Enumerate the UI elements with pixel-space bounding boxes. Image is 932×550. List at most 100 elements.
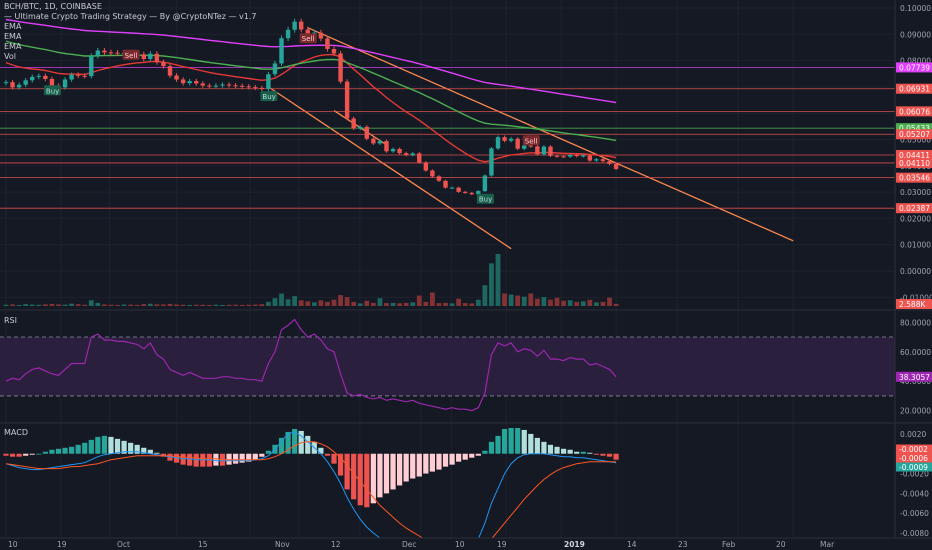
volume-bar-63 <box>416 295 422 306</box>
volume-bar-3 <box>23 304 29 306</box>
macd-bar-3 <box>23 453 29 456</box>
volume-bar-67 <box>443 302 448 306</box>
volume-bar-57 <box>377 298 383 306</box>
volume-bar-37 <box>246 304 252 306</box>
price-level-box-4 <box>896 129 932 140</box>
macd-bar-67 <box>442 453 449 467</box>
signal-label: Buy <box>46 87 59 95</box>
volume-bar-19 <box>128 304 134 306</box>
macd-bar-16 <box>108 436 114 454</box>
volume-bar-13 <box>88 300 94 306</box>
volume-bar-64 <box>423 301 429 306</box>
candle-body-0 <box>3 82 9 84</box>
volume-bar-43 <box>285 299 291 306</box>
candle-body-23 <box>154 53 160 63</box>
candle-body-21 <box>141 54 146 59</box>
candle-body-10 <box>69 74 74 80</box>
macd-bar-26 <box>173 453 180 463</box>
signal-box-5 <box>522 135 540 146</box>
candle-body-71 <box>469 192 474 195</box>
volume-bar-76 <box>502 293 507 306</box>
price-axis[interactable]: 0.100000.090000.080000.070000.060000.050… <box>896 4 932 538</box>
macd-bar-0 <box>3 453 9 456</box>
candle-body-32 <box>213 85 219 87</box>
macd-bar-61 <box>403 453 409 482</box>
candle-body-43 <box>285 29 291 39</box>
candle-body-72 <box>476 191 481 195</box>
ema-lines <box>5 18 617 163</box>
candle-body-53 <box>351 118 356 129</box>
candle-body-6 <box>43 75 48 79</box>
candle-body-68 <box>449 187 455 189</box>
candle-body-38 <box>253 87 258 89</box>
macd-bar-43 <box>285 431 291 454</box>
candle-body-1 <box>10 82 15 88</box>
ema-legend-1[interactable]: EMA <box>4 22 22 31</box>
rsi-panel-label[interactable]: RSI <box>4 316 17 325</box>
price-level-box-2 <box>896 106 932 117</box>
volume-legend[interactable]: Vol <box>4 52 16 61</box>
macd-bar-11 <box>75 444 81 454</box>
macd-bar-23 <box>154 452 160 454</box>
signal-labels: Buy Sell Buy Sell Buy Sell <box>43 33 540 204</box>
macd-bar-68 <box>449 453 455 465</box>
macd-bar-83 <box>547 444 554 454</box>
volume-bar-66 <box>436 303 442 306</box>
volume-bar-60 <box>397 303 402 306</box>
price-level-box-8 <box>896 203 932 214</box>
macd-bar-76 <box>501 428 508 454</box>
time-tick-label: Feb <box>722 540 736 549</box>
macd-bar-38 <box>252 453 258 460</box>
candle-body-69 <box>456 187 461 192</box>
candle-body-37 <box>246 86 251 88</box>
macd-bar-69 <box>456 453 462 462</box>
candle-body-49 <box>325 38 330 49</box>
macd-bar-32 <box>213 453 219 466</box>
volume-bar-59 <box>390 302 396 306</box>
macd-bar-1 <box>9 453 16 457</box>
macd-bar-50 <box>331 453 337 464</box>
volume-bar-84 <box>554 297 560 306</box>
ema-legend-2[interactable]: EMA <box>4 32 22 41</box>
candle-body-76 <box>502 137 507 141</box>
candle-body-33 <box>220 84 225 86</box>
price-level-box-6 <box>896 157 932 168</box>
candle-body-89 <box>587 155 593 161</box>
volume-bar-87 <box>574 301 580 306</box>
macd-bar-14 <box>95 436 101 454</box>
candle-body-29 <box>194 81 199 84</box>
price-level-box-7 <box>896 172 932 183</box>
candle-body-56 <box>371 138 376 144</box>
time-tick-label: Nov <box>275 540 290 549</box>
time-axis[interactable]: 10 19 Oct 15 Nov 12 Dec 10 19 2019 14 23 Feb 20 Mar <box>8 540 835 549</box>
macd-panel-label[interactable]: MACD <box>4 428 28 437</box>
macd-bar-79 <box>521 429 527 454</box>
strategy-title: — Ultimate Crypto Trading Strategy — By … <box>4 12 257 21</box>
rsi-tick-label: 80.0000 <box>900 318 931 327</box>
volume-bar-6 <box>42 304 48 306</box>
macd-bar-84 <box>554 446 560 454</box>
volume-bar-90 <box>594 302 599 306</box>
price-level-label: 0.02387 <box>899 204 930 213</box>
candle-body-5 <box>36 75 41 77</box>
candle-body-48 <box>318 32 324 39</box>
candle-body-63 <box>417 153 422 163</box>
candle-body-54 <box>358 126 363 129</box>
volume-bar-72 <box>475 299 481 306</box>
candle-body-3 <box>23 80 28 85</box>
macd-tick-label: -0.0020 <box>900 470 929 479</box>
volume-bar-29 <box>193 304 199 306</box>
candle-body-11 <box>75 74 81 76</box>
macd-bar-54 <box>357 453 363 506</box>
candle-body-92 <box>607 161 612 164</box>
ema-legend-3[interactable]: EMA <box>4 42 22 51</box>
price-tick-label: 0.09000 <box>900 30 931 39</box>
volume-bar-11 <box>75 304 81 306</box>
volume-bar-15 <box>102 304 107 306</box>
macd-bar-42 <box>278 437 285 454</box>
macd-bar-39 <box>259 453 265 457</box>
time-tick-label: 12 <box>331 540 341 549</box>
macd-bar-74 <box>488 441 495 454</box>
macd-bar-34 <box>226 453 232 465</box>
